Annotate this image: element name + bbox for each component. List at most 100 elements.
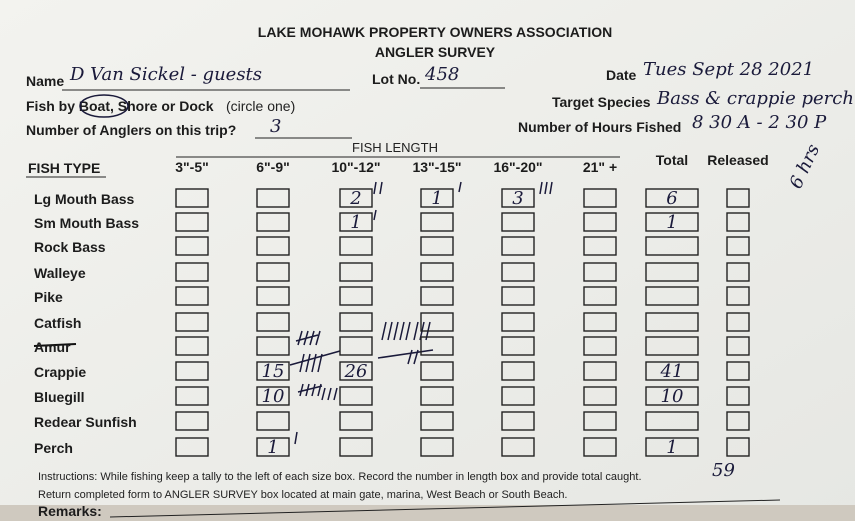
fish-type: Perch [34, 440, 73, 456]
column-header: 10"-12" [331, 159, 380, 175]
lot-value: 458 [424, 64, 459, 85]
entry-box [420, 336, 454, 356]
remarks-label: Remarks: [38, 503, 102, 519]
column-header: 21" + [583, 159, 617, 175]
entry-box [583, 411, 617, 431]
entry-box [339, 411, 373, 431]
entry-box [339, 236, 373, 256]
column-header: Released [707, 152, 768, 168]
entry-box [339, 286, 373, 306]
entry-box [420, 262, 454, 282]
hours-label: Number of Hours Fished [518, 119, 681, 135]
entry-value: 26 [344, 361, 368, 382]
entry-box [501, 212, 535, 232]
entry-box [420, 437, 454, 457]
entry-value: 1 [666, 212, 677, 233]
fish-by-label: Fish by Boat, Shore or Dock [26, 98, 214, 114]
fish-type: Rock Bass [34, 239, 106, 255]
entry-box [645, 286, 699, 306]
entry-box [501, 236, 535, 256]
column-header: 13"-15" [412, 159, 461, 175]
lot-label: Lot No. [372, 71, 420, 87]
hours-value: 8 30 A - 2 30 P [692, 112, 827, 133]
entry-value: 3 [512, 188, 523, 209]
entry-value: 10 [262, 386, 285, 407]
entry-box [420, 361, 454, 381]
entry-box [645, 336, 699, 356]
entry-box [726, 236, 750, 256]
entry-box [645, 437, 699, 457]
entry-box [583, 188, 617, 208]
column-header: Total [656, 152, 688, 168]
entry-box [583, 312, 617, 332]
entry-box [175, 286, 209, 306]
entry-box [726, 336, 750, 356]
entry-box [583, 386, 617, 406]
entry-box [726, 386, 750, 406]
entry-box [175, 262, 209, 282]
date-label: Date [606, 67, 637, 83]
entry-value: 1 [431, 188, 442, 209]
entry-box [256, 286, 290, 306]
entry-box [256, 386, 290, 406]
entry-box [339, 437, 373, 457]
entry-box [501, 361, 535, 381]
fish-by-note: (circle one) [226, 98, 295, 114]
title: LAKE MOHAWK PROPERTY OWNERS ASSOCIATION [258, 24, 612, 40]
subtitle: ANGLER SURVEY [375, 44, 496, 60]
entry-box [726, 361, 750, 381]
column-header: FISH TYPE [28, 160, 100, 176]
entry-box [339, 262, 373, 282]
entry-box [420, 212, 454, 232]
entry-box [339, 361, 373, 381]
fish-type: Redear Sunfish [34, 414, 137, 430]
entry-box [645, 386, 699, 406]
fish-type: Pike [34, 289, 63, 305]
entry-box [583, 286, 617, 306]
entry-box [583, 336, 617, 356]
group-header: FISH LENGTH [352, 140, 438, 155]
entry-box [339, 312, 373, 332]
entry-box [420, 286, 454, 306]
entry-box [256, 262, 290, 282]
entry-box [501, 386, 535, 406]
instruction-line: Instructions: While fishing keep a tally… [38, 471, 642, 483]
target-value: Bass & crappie perch [656, 88, 854, 109]
entry-box [175, 386, 209, 406]
entry-value: 6 [666, 188, 677, 209]
entry-box [256, 437, 290, 457]
fish-type: Amur [34, 339, 71, 355]
entry-value: 1 [267, 437, 278, 458]
entry-box [501, 262, 535, 282]
fish-type: Catfish [34, 315, 81, 331]
fish-type: Lg Mouth Bass [34, 191, 135, 207]
entry-box [645, 262, 699, 282]
entry-value: 2 [349, 188, 361, 209]
instruction-line: Return completed form to ANGLER SURVEY b… [38, 489, 568, 501]
table-edge [0, 505, 855, 521]
entry-box [645, 236, 699, 256]
entry-box [501, 411, 535, 431]
entry-box [420, 188, 454, 208]
fish-type: Walleye [34, 265, 86, 281]
entry-box [256, 411, 290, 431]
grand-total: 59 [712, 460, 735, 481]
fish-type: Bluegill [34, 389, 85, 405]
entry-box [175, 361, 209, 381]
entry-box [175, 437, 209, 457]
name-value: D Van Sickel - guests [69, 64, 262, 85]
entry-box [583, 361, 617, 381]
entry-value: 10 [661, 386, 684, 407]
anglers-label: Number of Anglers on this trip? [26, 122, 236, 138]
entry-box [175, 312, 209, 332]
entry-box [339, 336, 373, 356]
entry-box [645, 312, 699, 332]
entry-box [420, 411, 454, 431]
entry-box [645, 212, 699, 232]
anglers-value: 3 [270, 116, 281, 137]
fish-type: Crappie [34, 364, 86, 380]
entry-box [339, 188, 373, 208]
entry-box [175, 236, 209, 256]
target-label: Target Species [552, 94, 651, 110]
